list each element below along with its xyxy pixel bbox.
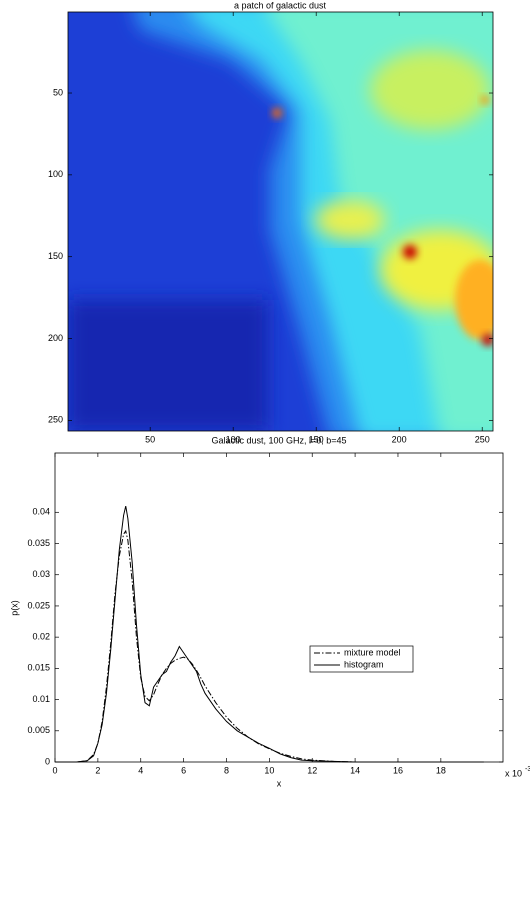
y-tick-label: 0.03 — [32, 569, 50, 579]
x-tick-label: 18 — [436, 765, 446, 775]
x-tick-label: 16 — [393, 765, 403, 775]
y-tick-label: 0.01 — [32, 694, 50, 704]
x-tick-label: 10 — [264, 765, 274, 775]
legend-label: histogram — [344, 659, 384, 669]
x-tick-label: 100 — [226, 434, 241, 444]
y-tick-label: 100 — [48, 169, 63, 179]
dust-image — [68, 12, 493, 431]
legend-label: mixture model — [344, 647, 401, 657]
x-axis-label: x — [277, 778, 282, 788]
y-tick-label: 0.015 — [27, 663, 50, 673]
y-tick-label: 150 — [48, 251, 63, 261]
y-tick-label: 50 — [53, 87, 63, 97]
x-tick-label: 150 — [309, 434, 324, 444]
y-tick-label: 0.02 — [32, 632, 50, 642]
legend: mixture model histogram — [309, 645, 414, 673]
x-scale-label: x 10 — [505, 768, 522, 778]
y-tick-label: 0.025 — [27, 600, 50, 610]
legend-box — [309, 645, 414, 673]
y-tick-label: 0 — [45, 756, 50, 766]
line-series — [55, 529, 484, 763]
y-tick-label: 0.005 — [27, 725, 50, 735]
image-frame — [67, 11, 494, 432]
x-tick-label: 4 — [138, 765, 143, 775]
x-scale-exponent: -3 — [525, 766, 530, 773]
y-tick-label: 200 — [48, 333, 63, 343]
x-tick-label: 200 — [392, 434, 407, 444]
x-tick-label: 50 — [145, 434, 155, 444]
image-title: a patch of galactic dust — [234, 0, 327, 10]
y-tick-label: 250 — [48, 415, 63, 425]
y-tick-label: 0.04 — [32, 507, 50, 517]
chart-title: Galactic dust, 100 GHz, l=0, b=45 — [211, 435, 346, 445]
x-tick-label: 8 — [224, 765, 229, 775]
y-tick-label: 0.035 — [27, 538, 50, 548]
x-tick-label: 6 — [181, 765, 186, 775]
x-tick-label: 250 — [475, 434, 490, 444]
x-tick-label: 12 — [307, 765, 317, 775]
y-axis-label: p(x) — [9, 600, 19, 616]
plot-frame — [54, 452, 504, 763]
x-tick-label: 14 — [350, 765, 360, 775]
line-series — [55, 505, 484, 763]
x-tick-label: 2 — [95, 765, 100, 775]
x-tick-label: 0 — [52, 765, 57, 775]
